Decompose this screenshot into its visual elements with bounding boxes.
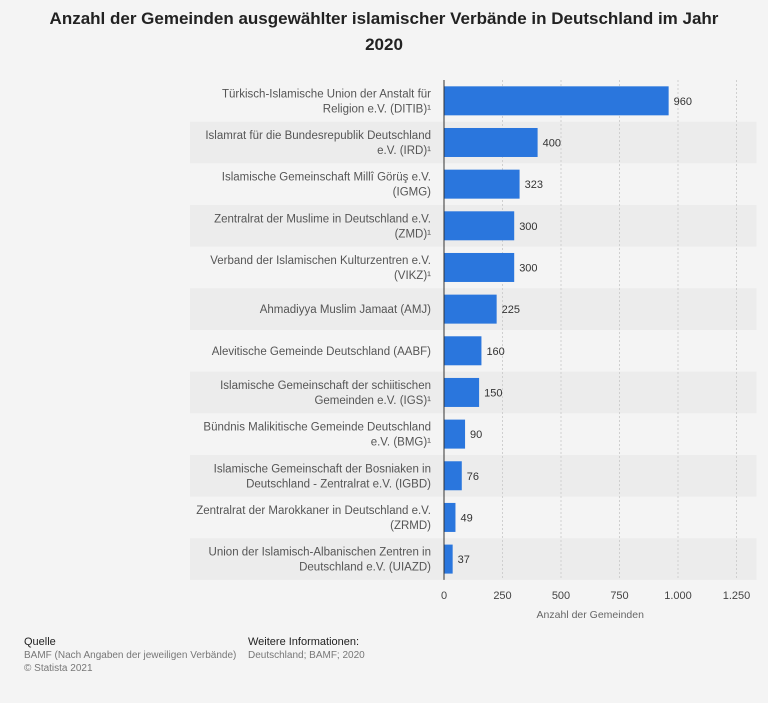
chart-title: Anzahl der Gemeinden ausgewählter islami… <box>49 9 719 54</box>
bar <box>444 336 482 366</box>
data-label: 225 <box>502 304 520 316</box>
data-label: 160 <box>486 346 504 358</box>
source-text: BAMF (Nach Angaben der jeweiligen Verbän… <box>24 650 237 661</box>
category-label: Ahmadiyya Muslim Jamaat (AMJ) <box>260 304 431 316</box>
category-label: e.V. (IRD)¹ <box>377 145 431 157</box>
category-label: Bündnis Malikitische Gemeinde Deutschlan… <box>203 422 431 434</box>
category-label: Islamische Gemeinschaft Millî Görüş e.V. <box>222 172 431 184</box>
data-label: 76 <box>467 471 479 483</box>
category-label: Gemeinden e.V. (IGS)¹ <box>314 395 431 407</box>
data-label: 90 <box>470 429 482 441</box>
x-axis-title: Anzahl der Gemeinden <box>537 609 645 621</box>
bar-chart: 960 Türkisch-Islamische Union der Anstalt… <box>190 80 757 621</box>
category-label: Union der Islamisch-Albanischen Zentren … <box>209 547 431 559</box>
bar <box>444 252 515 282</box>
data-label: 400 <box>543 137 561 149</box>
copyright[interactable]: © Statista 2021 <box>24 663 93 674</box>
category-label: (IGMG) <box>393 187 431 199</box>
bar <box>444 461 462 491</box>
tick-label: 1.250 <box>723 590 751 602</box>
bar <box>444 544 453 574</box>
category-label: (ZMD)¹ <box>395 228 432 240</box>
info-text: Deutschland; BAMF; 2020 <box>248 650 365 661</box>
bar <box>444 419 466 449</box>
category-label: Alevitische Gemeinde Deutschland (AABF) <box>212 346 431 358</box>
bar <box>444 127 538 157</box>
bar <box>444 169 520 199</box>
category-label: Zentralrat der Marokkaner in Deutschland… <box>196 505 431 517</box>
category-label: Religion e.V. (DITIB)¹ <box>323 103 431 115</box>
category-label: Türkisch-Islamische Union der Anstalt fü… <box>222 88 431 100</box>
category-label: (ZRMD) <box>390 520 431 532</box>
data-label: 300 <box>519 221 537 233</box>
bar <box>444 502 456 532</box>
category-label: (VIKZ)¹ <box>394 270 431 282</box>
category-label: Islamische Gemeinschaft der schiitischen <box>220 380 431 392</box>
footer-info: Weitere Informationen: Deutschland; BAMF… <box>248 636 365 662</box>
data-label: 323 <box>525 179 543 191</box>
info-heading[interactable]: Weitere Informationen: <box>248 636 360 648</box>
bar <box>444 377 480 407</box>
category-label: Verband der Islamischen Kulturzentren e.… <box>210 255 431 267</box>
category-label: Deutschland e.V. (UIAZD) <box>299 562 431 574</box>
footer-source: Quelle BAMF (Nach Angaben der jeweiligen… <box>24 636 236 675</box>
bar <box>444 294 497 324</box>
tick-label: 1.000 <box>664 590 692 602</box>
tick-label: 250 <box>493 590 511 602</box>
tick-label: 500 <box>552 590 570 602</box>
data-label: 300 <box>519 262 537 274</box>
row-stripe <box>190 454 757 497</box>
tick-label: 750 <box>610 590 628 602</box>
bar <box>444 211 515 241</box>
category-label: Islamrat für die Bundesrepublik Deutschl… <box>205 130 431 142</box>
data-label: 150 <box>484 387 502 399</box>
category-label: Deutschland - Zentralrat e.V. (IGBD) <box>246 478 431 490</box>
row-stripe <box>190 538 757 580</box>
data-label: 960 <box>674 96 692 108</box>
data-label: 37 <box>458 554 470 566</box>
category-label: Islamische Gemeinschaft der Bosniaken in <box>214 463 431 475</box>
source-heading: Quelle <box>24 636 56 648</box>
category-label: Zentralrat der Muslime in Deutschland e.… <box>214 213 431 225</box>
tick-label: 0 <box>441 590 447 602</box>
bar <box>444 86 669 116</box>
category-label: e.V. (BMG)¹ <box>371 437 431 449</box>
data-label: 49 <box>460 512 472 524</box>
